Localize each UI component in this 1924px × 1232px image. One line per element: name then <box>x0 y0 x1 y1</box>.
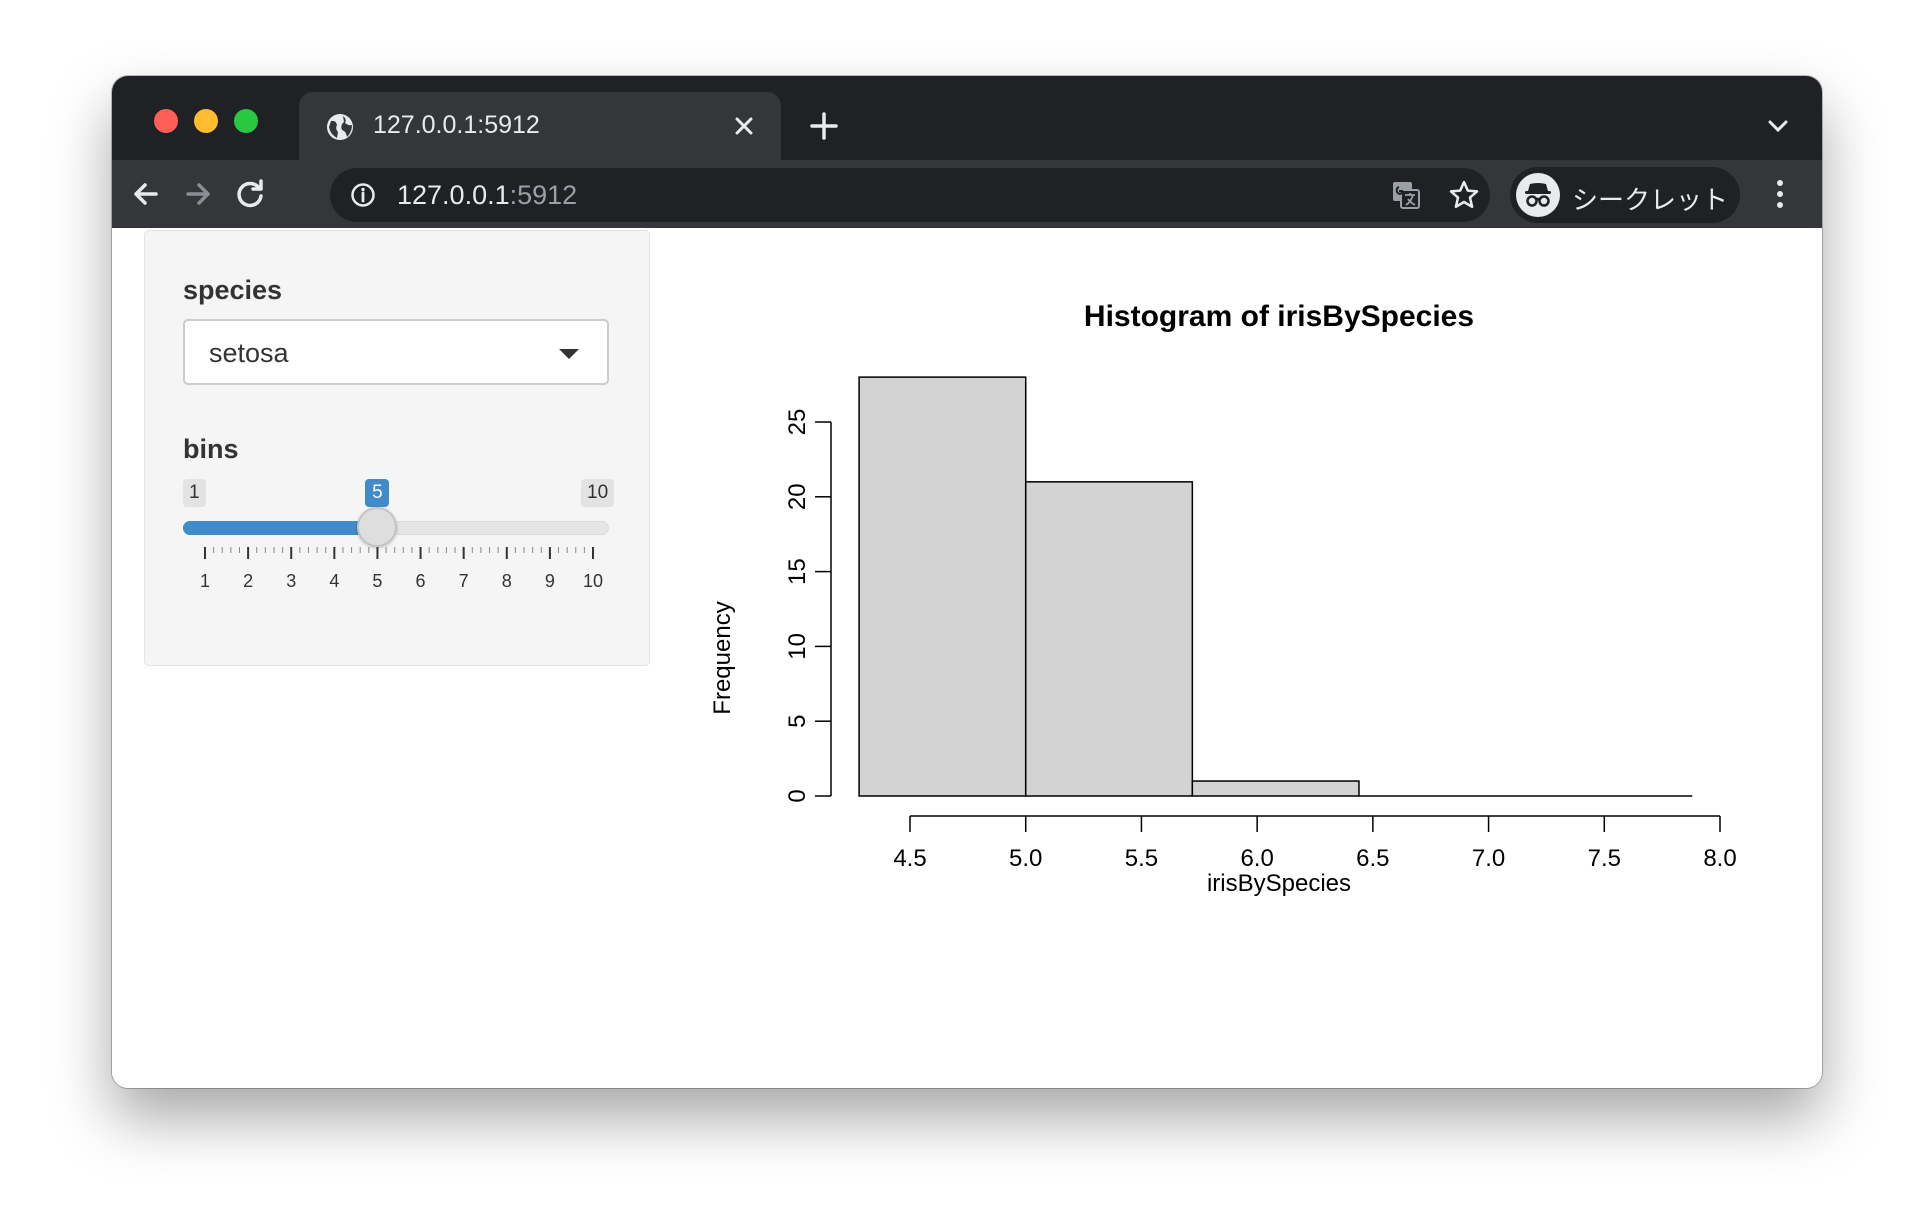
x-tick-label: 5.5 <box>1125 845 1158 872</box>
caret-down-icon <box>559 349 579 359</box>
bins-slider[interactable]: 1 10 5 1 2 3 4 5 6 7 8 9 10 <box>183 479 615 619</box>
close-icon[interactable] <box>731 113 757 139</box>
slider-tick-label: 1 <box>200 571 210 591</box>
x-axis-label: irisBySpecies <box>1207 870 1351 897</box>
histogram-plot: Histogram of irisBySpecies irisBySpecies… <box>709 300 1737 897</box>
x-tick-label: 7.5 <box>1588 845 1621 872</box>
y-tick-label: 15 <box>784 558 811 585</box>
x-tick-label: 4.5 <box>893 845 926 872</box>
slider-tick-label: 7 <box>459 571 469 591</box>
info-icon[interactable] <box>350 182 376 208</box>
species-select[interactable]: setosa <box>183 319 609 385</box>
bins-min-badge: 1 <box>183 479 206 507</box>
active-tab[interactable]: 127.0.0.1:5912 <box>299 92 781 160</box>
tab-strip: 127.0.0.1:5912 <box>112 76 1822 160</box>
y-tick-label: 25 <box>784 409 811 436</box>
chevron-down-icon[interactable] <box>1766 116 1790 136</box>
reload-icon[interactable] <box>232 176 268 212</box>
address-bar[interactable]: 127.0.0.1:5912 <box>330 168 1490 222</box>
zoom-window-button[interactable] <box>234 109 258 133</box>
slider-tick-label: 8 <box>502 571 512 591</box>
tab-title: 127.0.0.1:5912 <box>373 111 540 139</box>
slider-tick-label: 9 <box>545 571 555 591</box>
histogram-bar <box>1191 780 1360 797</box>
bins-label: bins <box>183 434 239 464</box>
forward-icon[interactable] <box>180 176 216 212</box>
slider-handle[interactable] <box>357 507 398 547</box>
incognito-label: シークレット <box>1572 185 1729 215</box>
y-tick-label: 0 <box>784 789 811 802</box>
more-icon[interactable] <box>1770 176 1790 212</box>
y-tick-label: 5 <box>784 715 811 728</box>
slider-tick-label: 2 <box>243 571 253 591</box>
slider-tick-label: 3 <box>286 571 296 591</box>
x-tick-label: 8.0 <box>1703 845 1736 872</box>
incognito-icon <box>1516 173 1560 217</box>
url-text: 127.0.0.1:5912 <box>397 180 577 211</box>
slider-tick-label: 4 <box>329 571 339 591</box>
y-tick-label: 20 <box>784 483 811 510</box>
sidebar-panel: species setosa bins 1 10 5 1 2 3 4 5 6 7 8 9 10 <box>144 230 650 666</box>
x-tick-label: 5.0 <box>1009 845 1042 872</box>
translate-icon[interactable] <box>1390 179 1422 211</box>
url-port: :5912 <box>509 180 578 210</box>
close-window-button[interactable] <box>154 109 178 133</box>
star-icon[interactable] <box>1448 179 1480 211</box>
x-tick-label: 6.5 <box>1356 845 1389 872</box>
globe-icon <box>327 114 353 140</box>
page-content: species setosa bins 1 10 5 1 2 3 4 5 6 7 8 9 10 H… <box>112 228 1822 1088</box>
y-tick-label: 10 <box>784 633 811 660</box>
slider-tick-label: 6 <box>416 571 426 591</box>
y-axis-label: Frequency <box>709 601 736 714</box>
histogram-bar <box>858 376 1027 797</box>
browser-window: 127.0.0.1:5912 127.0. <box>112 76 1822 1088</box>
x-tick-label: 7.0 <box>1472 845 1505 872</box>
url-host: 127.0.0.1 <box>397 180 510 210</box>
slider-tick-label: 10 <box>583 571 603 591</box>
species-label: species <box>183 275 283 305</box>
plus-icon[interactable] <box>808 110 840 142</box>
incognito-profile-button[interactable]: シークレット <box>1510 167 1740 223</box>
histogram-bar <box>1024 481 1194 797</box>
minimize-window-button[interactable] <box>194 109 218 133</box>
browser-toolbar: 127.0.0.1:5912 シークレット <box>112 160 1822 228</box>
slider-tick-label: 5 <box>372 571 382 591</box>
slider-fill <box>183 521 378 535</box>
bins-value-badge: 5 <box>365 479 390 507</box>
back-icon[interactable] <box>128 176 164 212</box>
chart-title: Histogram of irisBySpecies <box>1084 300 1474 333</box>
bins-max-badge: 10 <box>581 479 615 507</box>
x-tick-label: 6.0 <box>1240 845 1273 872</box>
slider-ticks: 1 2 3 4 5 6 7 8 9 10 <box>200 547 603 591</box>
species-select-value: setosa <box>209 338 289 368</box>
